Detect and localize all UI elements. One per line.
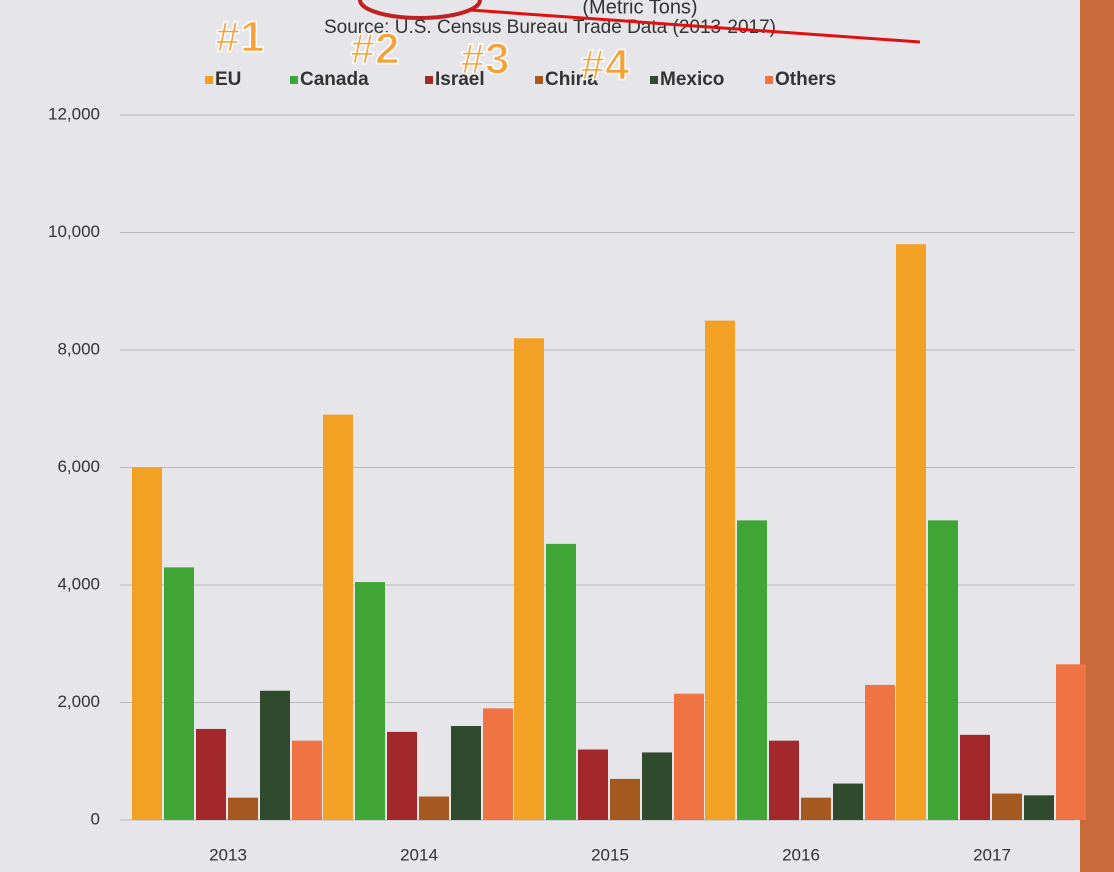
bar xyxy=(960,735,990,820)
bar xyxy=(769,741,799,820)
annotation: #4 xyxy=(581,41,630,90)
bar xyxy=(705,321,735,820)
chart: (Metric Tons) Source: U.S. Census Bureau… xyxy=(0,0,1114,872)
y-tick-label: 8,000 xyxy=(57,339,100,358)
bar xyxy=(228,798,258,820)
y-tick-label: 6,000 xyxy=(57,457,100,476)
x-tick-label: 2013 xyxy=(209,845,247,864)
bar xyxy=(1056,664,1086,820)
bar xyxy=(737,520,767,820)
bar xyxy=(865,685,895,820)
legend-swatch xyxy=(650,76,658,84)
bar xyxy=(355,582,385,820)
x-tick-label: 2014 xyxy=(400,845,438,864)
bar xyxy=(419,797,449,821)
bar xyxy=(483,708,513,820)
chart-title: (Metric Tons) xyxy=(582,0,697,18)
bar xyxy=(164,567,194,820)
x-tick-label: 2015 xyxy=(591,845,629,864)
bar xyxy=(642,752,672,820)
annotation: #1 xyxy=(216,13,265,62)
y-tick-label: 0 xyxy=(91,809,100,828)
bar xyxy=(801,798,831,820)
legend-swatch xyxy=(535,76,543,84)
legend-label: Mexico xyxy=(660,69,724,90)
legend-swatch xyxy=(290,76,298,84)
bar xyxy=(451,726,481,820)
bar xyxy=(833,784,863,820)
bar xyxy=(132,468,162,821)
bar xyxy=(578,750,608,821)
bar xyxy=(928,520,958,820)
x-tick-label: 2016 xyxy=(782,845,820,864)
legend-label: Others xyxy=(775,69,836,90)
legend-swatch xyxy=(205,76,213,84)
y-tick-label: 4,000 xyxy=(57,574,100,593)
bar xyxy=(260,691,290,820)
y-tick-label: 12,000 xyxy=(48,104,100,123)
bar xyxy=(896,244,926,820)
y-tick-label: 10,000 xyxy=(48,222,100,241)
bar xyxy=(196,729,226,820)
x-tick-label: 2017 xyxy=(973,845,1011,864)
y-tick-label: 2,000 xyxy=(57,692,100,711)
bar xyxy=(292,741,322,820)
legend-swatch xyxy=(765,76,773,84)
annotation: #3 xyxy=(461,35,510,84)
bar xyxy=(992,794,1022,820)
annotation: #2 xyxy=(351,25,400,74)
bar xyxy=(674,694,704,820)
bar xyxy=(546,544,576,820)
bar xyxy=(610,779,640,820)
bar xyxy=(1024,795,1054,820)
bar xyxy=(323,415,353,820)
legend-swatch xyxy=(425,76,433,84)
bar xyxy=(387,732,417,820)
bar xyxy=(514,338,544,820)
legend-label: EU xyxy=(215,69,241,90)
